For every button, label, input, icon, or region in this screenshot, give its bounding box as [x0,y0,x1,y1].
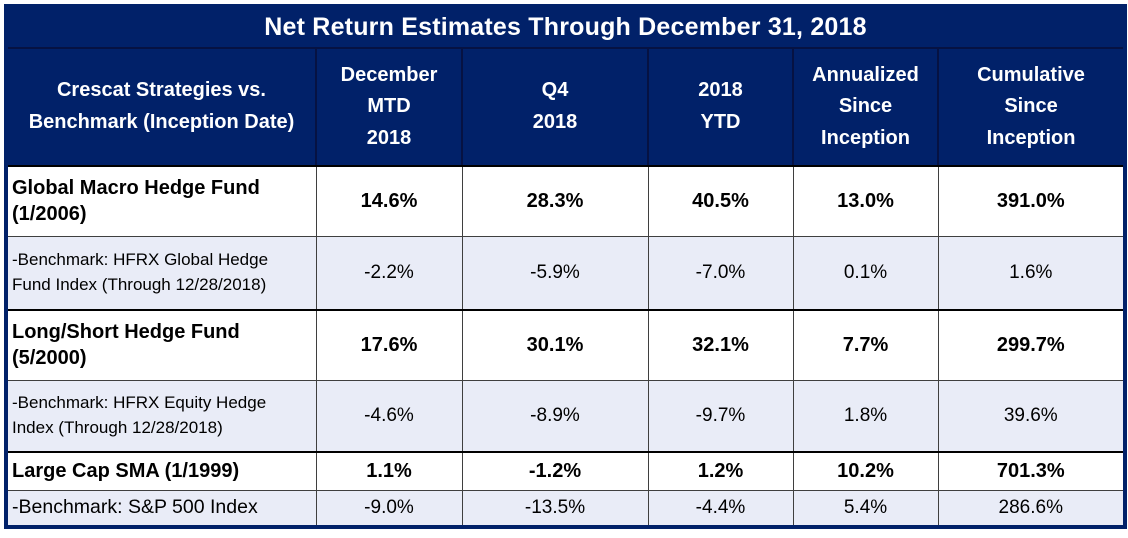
table-title: Net Return Estimates Through December 31… [6,6,1126,49]
value-cell: 40.5% [647,165,794,237]
value-cell: 0.1% [792,235,939,311]
value-cell: 286.6% [937,489,1126,528]
value-cell: 17.6% [315,309,463,381]
row-long-short: Long/Short Hedge Fund (5/2000) 17.6% 30.… [5,309,1126,381]
column-header-q4: Q4 2018 [461,48,648,167]
value-cell: 1.1% [315,451,463,491]
value-cell: 7.7% [792,309,939,381]
column-header-cumulative: Cumulative Since Inception [936,48,1126,167]
value-cell: 1.6% [937,235,1126,311]
value-cell: -7.0% [647,235,794,311]
row-benchmark-hfrx-global: -Benchmark: HFRX Global Hedge Fund Index… [5,235,1126,311]
value-cell: 299.7% [937,309,1126,381]
row-large-cap-sma: Large Cap SMA (1/1999) 1.1% -1.2% 1.2% 1… [5,451,1126,491]
value-cell: -8.9% [461,379,649,453]
value-cell: -9.0% [315,489,463,528]
value-cell: 10.2% [792,451,939,491]
row-benchmark-sp500: -Benchmark: S&P 500 Index -9.0% -13.5% -… [5,489,1126,528]
value-cell: 1.8% [792,379,939,453]
header-crescat-strategies: Crescat Strategies vs. Benchmark (Incept… [6,48,316,167]
row-label: Long/Short Hedge Fund (5/2000) [5,309,317,381]
value-cell: 14.6% [315,165,463,237]
value-cell: 13.0% [792,165,939,237]
value-cell: -4.4% [647,489,794,528]
value-cell: -5.9% [461,235,649,311]
row-benchmark-hfrx-equity: -Benchmark: HFRX Equity Hedge Index (Thr… [5,379,1126,453]
value-cell: 28.3% [461,165,649,237]
value-cell: -2.2% [315,235,463,311]
value-cell: 701.3% [937,451,1126,491]
column-header-row: Crescat Strategies vs. Benchmark (Incept… [6,48,1126,167]
value-cell: -4.6% [315,379,463,453]
column-header-annualized: Annualized Since Inception [792,48,938,167]
value-cell: 39.6% [937,379,1126,453]
column-header-december-mtd: December MTD 2018 [315,48,462,167]
value-cell: -1.2% [461,451,649,491]
table-body: Global Macro Hedge Fund (1/2006) 14.6% 2… [5,165,1126,528]
value-cell: 391.0% [937,165,1126,237]
table-head: Net Return Estimates Through December 31… [6,6,1126,167]
row-label: -Benchmark: HFRX Global Hedge Fund Index… [5,235,317,311]
value-cell: -13.5% [461,489,649,528]
value-cell: -9.7% [647,379,794,453]
row-label: Large Cap SMA (1/1999) [5,451,317,491]
value-cell: 32.1% [647,309,794,381]
net-return-table: Net Return Estimates Through December 31… [4,4,1128,529]
value-cell: 30.1% [461,309,649,381]
row-label: -Benchmark: S&P 500 Index [5,489,317,528]
column-header-2018-ytd: 2018 YTD [647,48,793,167]
value-cell: 1.2% [647,451,794,491]
title-row: Net Return Estimates Through December 31… [6,6,1126,49]
row-label: Global Macro Hedge Fund (1/2006) [5,165,317,237]
row-global-macro: Global Macro Hedge Fund (1/2006) 14.6% 2… [5,165,1126,237]
row-label: -Benchmark: HFRX Equity Hedge Index (Thr… [5,379,317,453]
value-cell: 5.4% [792,489,939,528]
